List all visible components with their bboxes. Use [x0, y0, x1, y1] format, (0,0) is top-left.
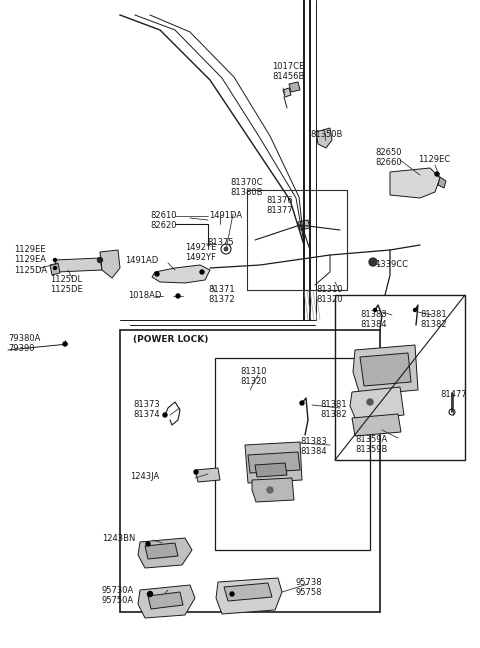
- Bar: [120, 330, 380, 612]
- Text: 81371
81372: 81371 81372: [208, 285, 235, 305]
- Text: 95730A
95750A: 95730A 95750A: [102, 586, 134, 605]
- Text: 1243BN: 1243BN: [102, 534, 135, 543]
- Circle shape: [230, 592, 234, 596]
- Text: 82650
82660: 82650 82660: [375, 148, 402, 167]
- Text: 79380A
79390: 79380A 79390: [8, 334, 40, 353]
- Bar: [335, 295, 465, 460]
- Bar: [215, 358, 370, 550]
- Polygon shape: [316, 128, 332, 148]
- Text: 1129EC: 1129EC: [418, 155, 450, 164]
- Polygon shape: [255, 463, 287, 477]
- Text: 1339CC: 1339CC: [375, 260, 408, 269]
- Circle shape: [53, 266, 57, 270]
- Text: (POWER LOCK): (POWER LOCK): [133, 335, 208, 344]
- Polygon shape: [216, 578, 282, 614]
- Text: 82610
82620: 82610 82620: [150, 211, 177, 231]
- Text: 1129EE
1129EA
1125DA: 1129EE 1129EA 1125DA: [14, 245, 47, 275]
- Polygon shape: [289, 82, 300, 92]
- Polygon shape: [298, 220, 310, 230]
- Polygon shape: [224, 583, 272, 601]
- Polygon shape: [360, 353, 411, 386]
- Text: 81373
81374: 81373 81374: [133, 400, 160, 419]
- Polygon shape: [145, 543, 178, 559]
- Text: 81370C
81380B: 81370C 81380B: [230, 178, 263, 198]
- Polygon shape: [138, 585, 195, 618]
- Text: 81375: 81375: [207, 238, 234, 247]
- Circle shape: [367, 399, 373, 405]
- Polygon shape: [252, 478, 294, 502]
- Circle shape: [300, 401, 304, 405]
- Circle shape: [200, 270, 204, 274]
- Text: 81383
81384: 81383 81384: [360, 310, 387, 329]
- Circle shape: [53, 259, 57, 262]
- Text: 81477: 81477: [440, 390, 467, 399]
- Polygon shape: [152, 265, 210, 283]
- Circle shape: [146, 542, 150, 546]
- Circle shape: [155, 272, 159, 276]
- Bar: [247, 190, 347, 290]
- Polygon shape: [50, 263, 60, 275]
- Text: 81359A
81359B: 81359A 81359B: [355, 435, 387, 454]
- Polygon shape: [353, 345, 418, 395]
- Polygon shape: [438, 177, 446, 188]
- Text: 81310
81320: 81310 81320: [316, 285, 343, 305]
- Circle shape: [373, 308, 376, 312]
- Circle shape: [176, 294, 180, 298]
- Circle shape: [63, 342, 67, 346]
- Polygon shape: [390, 168, 440, 198]
- Circle shape: [224, 247, 228, 251]
- Text: 1017CB
81456B: 1017CB 81456B: [272, 62, 305, 82]
- Polygon shape: [148, 592, 183, 609]
- Polygon shape: [138, 538, 192, 568]
- Text: 81383
81384: 81383 81384: [300, 437, 327, 456]
- Polygon shape: [100, 250, 120, 278]
- Circle shape: [435, 172, 439, 176]
- Text: 1018AD: 1018AD: [128, 291, 161, 300]
- Circle shape: [369, 258, 377, 266]
- Text: 1491AD: 1491AD: [125, 256, 158, 265]
- Text: 95738
95758: 95738 95758: [295, 578, 322, 597]
- Text: 81381
81382: 81381 81382: [320, 400, 347, 419]
- Text: 81350B: 81350B: [310, 130, 342, 139]
- Circle shape: [97, 257, 103, 262]
- Polygon shape: [55, 258, 102, 272]
- Circle shape: [413, 308, 417, 312]
- Polygon shape: [248, 452, 300, 473]
- Text: 1492YE
1492YF: 1492YE 1492YF: [185, 243, 216, 262]
- Text: 1125DL
1125DE: 1125DL 1125DE: [50, 275, 83, 294]
- Text: 1243JA: 1243JA: [130, 472, 159, 481]
- Polygon shape: [352, 414, 401, 436]
- Circle shape: [147, 592, 153, 597]
- Text: 81381
81382: 81381 81382: [420, 310, 446, 329]
- Circle shape: [163, 413, 167, 417]
- Polygon shape: [245, 442, 302, 483]
- Circle shape: [267, 487, 273, 493]
- Circle shape: [194, 470, 198, 474]
- Polygon shape: [195, 468, 220, 482]
- Text: 1491DA: 1491DA: [209, 211, 242, 220]
- Polygon shape: [283, 88, 291, 97]
- Text: 81376
81377: 81376 81377: [266, 196, 293, 215]
- Text: 81310
81320: 81310 81320: [240, 367, 266, 386]
- Polygon shape: [350, 387, 404, 420]
